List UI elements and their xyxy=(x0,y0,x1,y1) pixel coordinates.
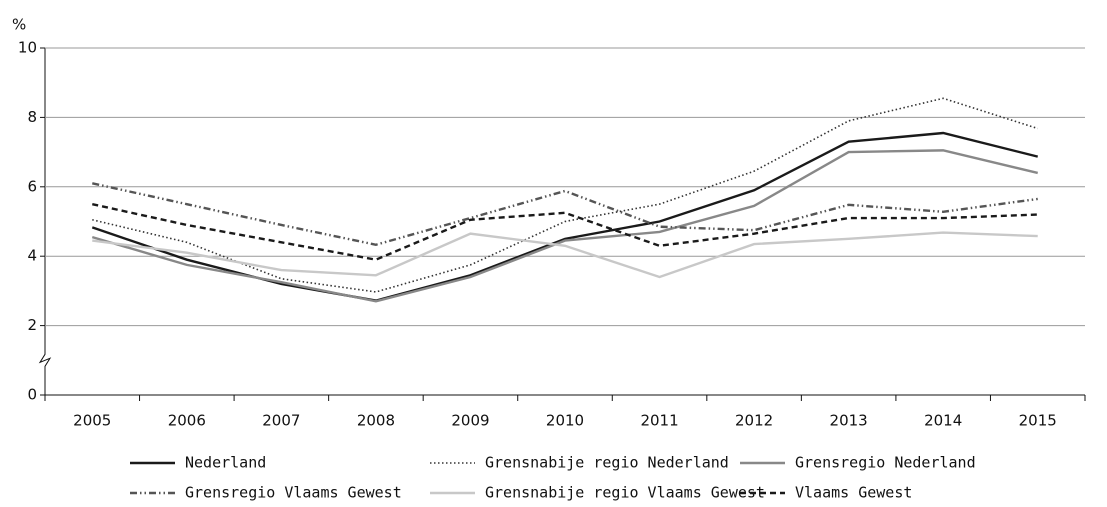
x-tick-label: 2010 xyxy=(546,412,584,430)
x-tick-label: 2007 xyxy=(262,412,300,430)
line xyxy=(92,231,1038,279)
y-tick-label: 2 xyxy=(27,316,37,334)
y-tick-label: 4 xyxy=(27,247,37,265)
y-tick-label: 10 xyxy=(18,39,37,57)
line xyxy=(91,149,1039,303)
y-tick-label: 8 xyxy=(27,108,37,126)
x-tick-label: 2015 xyxy=(1019,412,1057,430)
x-tick-label: 2014 xyxy=(924,412,962,430)
x-tick-label: 2006 xyxy=(168,412,206,430)
y-unit: % xyxy=(12,16,26,34)
line xyxy=(92,97,1038,293)
legend-label: Grensnabije regio Vlaams Gewest xyxy=(485,484,765,502)
y-tick-label: 0 xyxy=(27,386,37,404)
legend-label: Vlaams Gewest xyxy=(795,484,912,502)
y-tick-label: 6 xyxy=(27,177,37,195)
x-tick-label: 2011 xyxy=(640,412,678,430)
axis-break xyxy=(38,346,52,375)
x-tick-label: 2008 xyxy=(357,412,395,430)
legend-label: Grensregio Vlaams Gewest xyxy=(185,484,402,502)
x-tick-label: 2005 xyxy=(73,412,111,430)
legend-label: Nederland xyxy=(185,454,266,472)
legend-label: Grensregio Nederland xyxy=(795,454,976,472)
x-tick-label: 2012 xyxy=(735,412,773,430)
line xyxy=(91,131,1039,302)
x-tick-label: 2009 xyxy=(451,412,489,430)
legend-label: Grensnabije regio Nederland xyxy=(485,454,729,472)
x-tick-label: 2013 xyxy=(830,412,868,430)
line xyxy=(92,202,1038,261)
